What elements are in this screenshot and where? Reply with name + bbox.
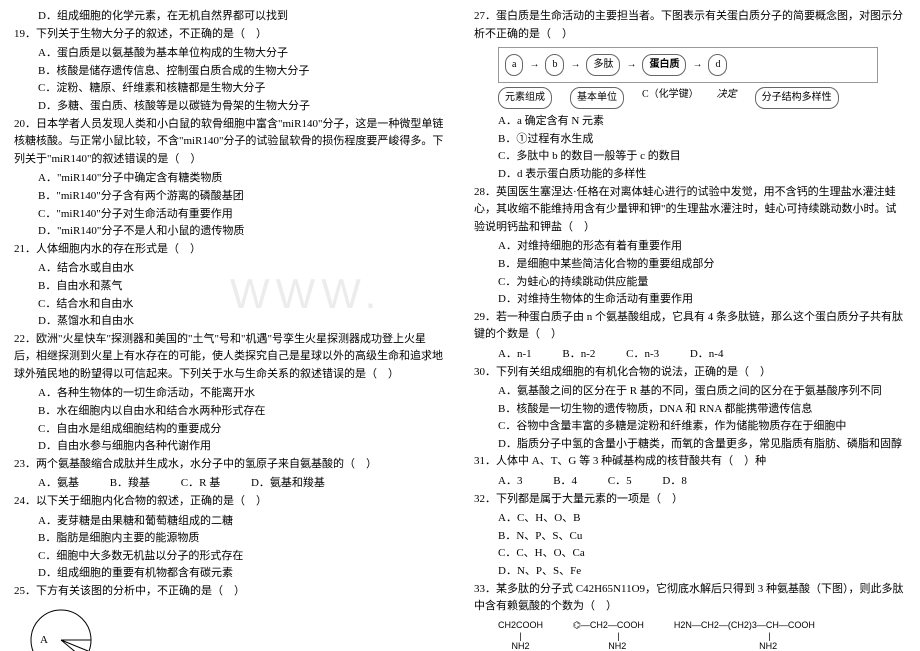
q22-a: A．各种生物体的一切生命活动，不能离开水 xyxy=(14,385,446,403)
q29: 29．若一种蛋白质子由 n 个氨基酸组成，它具有 4 条多肽链，那么这个蛋白质分… xyxy=(474,309,906,344)
arrow-icon: → xyxy=(570,57,580,73)
left-column: D．组成细胞的化学元素，在无机自然界都可以找到 19．下列关于生物大分子的叙述，… xyxy=(0,0,460,651)
sub-bond: C（化学键） xyxy=(642,87,699,109)
q27: 27．蛋白质是生命活动的主要担当者。下图表示有关蛋白质分子的简要概念图，对图示分… xyxy=(474,8,906,43)
amino-diagram: CH2COOH | NH2 甘氨酸 ⌬—CH2—COOH | NH2 苯丙氨酸 … xyxy=(498,620,906,651)
gly-formula: CH2COOH | NH2 xyxy=(498,620,543,651)
q27-c: C．多肽中 b 的数目一般等于 c 的数目 xyxy=(474,148,906,166)
q21-b: B．自由水和蒸气 xyxy=(14,278,446,296)
q21: 21．人体细胞内水的存在形式是（ ） xyxy=(14,241,446,259)
q23-c: C．R 基 xyxy=(181,475,220,493)
q31-c: C．5 xyxy=(608,473,632,491)
q30-a: A．氨基酸之间的区分在于 R 基的不同，蛋白质之间的区分在于氨基酸序列不同 xyxy=(474,383,906,401)
q20-d: D．"miR140"分子不是人和小鼠的遗传物质 xyxy=(14,223,446,241)
glycine: CH2COOH | NH2 甘氨酸 xyxy=(498,620,543,651)
q24-d: D．组成细胞的重要有机物都含有碳元素 xyxy=(14,565,446,583)
q29-a: A．n-1 xyxy=(498,346,532,364)
q25: 25．下方有关该图的分析中，不正确的是（ ） xyxy=(14,583,446,601)
q30: 30．下列有关组成细胞的有机化合物的说法，正确的是（ ） xyxy=(474,364,906,382)
q21-d: D．蒸馏水和自由水 xyxy=(14,313,446,331)
q20-b: B．"miR140"分子含有两个游离的磷酸基团 xyxy=(14,188,446,206)
q28: 28．英国医生塞涅达·任格在对离体蛙心进行的试验中发觉，用不含钙的生理盐水灌注蛙… xyxy=(474,184,906,237)
q23-b: B．羧基 xyxy=(110,475,150,493)
q22-c: C．自由水是组成细胞结构的重要成分 xyxy=(14,421,446,439)
q19-a: A．蛋白质是以氨基酸为基本单位构成的生物大分子 xyxy=(14,45,446,63)
q20: 20．日本学者人员发现人类和小白鼠的软骨细胞中富含"miR140"分子，这是一种… xyxy=(14,116,446,169)
q31-b: B．4 xyxy=(553,473,577,491)
q30-c: C．谷物中含量丰富的多糖是淀粉和纤维素，作为储能物质存在于细胞中 xyxy=(474,418,906,436)
q27-b: B．①过程有水生成 xyxy=(474,131,906,149)
q29-d: D．n-4 xyxy=(690,346,724,364)
q19-d: D．多糖、蛋白质、核酸等是以碳链为骨架的生物大分子 xyxy=(14,98,446,116)
q32: 32．下列都是属于大量元素的一项是（ ） xyxy=(474,491,906,509)
q28-d: D．对维持生物体的生命活动有重要作用 xyxy=(474,291,906,309)
q32-a: A．C、H、O、B xyxy=(474,510,906,528)
q28-c: C．为蛙心的持续跳动供应能量 xyxy=(474,274,906,292)
node-b: b xyxy=(545,54,564,76)
q29-opts: A．n-1 B．n-2 C．n-3 D．n-4 xyxy=(474,346,906,364)
q19-c: C．淀粉、糖原、纤维素和核糖都是生物大分子 xyxy=(14,80,446,98)
pie-label: A xyxy=(40,634,48,646)
node-d: d xyxy=(708,54,727,76)
q29-c: C．n-3 xyxy=(626,346,659,364)
pie-chart: A xyxy=(26,605,446,651)
q19: 19．下列关于生物大分子的叙述，不正确的是（ ） xyxy=(14,26,446,44)
q22-b: B．水在细胞内以自由水和结合水两种形式存在 xyxy=(14,403,446,421)
q33: 33．某多肽的分子式 C42H65N11O9，它彻底水解后只得到 3 种氨基酸（… xyxy=(474,581,906,616)
q27-d: D．d 表示蛋白质功能的多样性 xyxy=(474,166,906,184)
q24-a: A．麦芽糖是由果糖和葡萄糖组成的二糖 xyxy=(14,513,446,531)
arrow-icon: → xyxy=(692,57,702,73)
q32-d: D．N、P、S、Fe xyxy=(474,563,906,581)
q29-b: B．n-2 xyxy=(562,346,595,364)
q24-b: B．脂肪是细胞内主要的能源物质 xyxy=(14,530,446,548)
q21-a: A．结合水或自由水 xyxy=(14,260,446,278)
q30-d: D．脂质分子中氢的含量小于糖类，而氧的含量更多，常见脂质有脂肪、磷脂和固醇 xyxy=(474,436,906,454)
q28-a: A．对维持细胞的形态有着有重要作用 xyxy=(474,238,906,256)
q20-c: C．"miR140"分子对生命活动有重要作用 xyxy=(14,206,446,224)
q24-c: C．细胞中大多数无机盐以分子的形式存在 xyxy=(14,548,446,566)
q31: 31．人体中 A、T、G 等 3 种碱基构成的核苷酸共有（ ）种 xyxy=(474,453,906,471)
q31-a: A．3 xyxy=(498,473,522,491)
q23-a: A．氨基 xyxy=(38,475,79,493)
q23: 23．两个氨基酸缩合成肽并生成水，水分子中的氢原子来自氨基酸的（ ） xyxy=(14,456,446,474)
concept-diagram: a → b → 多肽 → 蛋白质 → d xyxy=(498,47,878,83)
q24: 24．以下关于细胞内化合物的叙述，正确的是（ ） xyxy=(14,493,446,511)
q18-d: D．组成细胞的化学元素，在无机自然界都可以找到 xyxy=(14,8,446,26)
lys-formula: H2N—CH2—(CH2)3—CH—COOH | NH2 xyxy=(674,620,815,651)
q19-b: B．核酸是储存遗传信息、控制蛋白质合成的生物大分子 xyxy=(14,63,446,81)
q31-d: D．8 xyxy=(662,473,686,491)
q23-d: D．氨基和羧基 xyxy=(251,475,325,493)
lysine: H2N—CH2—(CH2)3—CH—COOH | NH2 赖氨酸 xyxy=(674,620,815,651)
q32-b: B．N、P、S、Cu xyxy=(474,528,906,546)
q21-c: C．结合水和自由水 xyxy=(14,296,446,314)
q32-c: C．C、H、O、Ca xyxy=(474,545,906,563)
phe-formula: ⌬—CH2—COOH | NH2 xyxy=(573,620,644,651)
q31-opts: A．3 B．4 C．5 D．8 xyxy=(474,473,906,491)
sub-diversity: 分子结构多样性 xyxy=(755,87,839,109)
right-column: 27．蛋白质是生命活动的主要担当者。下图表示有关蛋白质分子的简要概念图，对图示分… xyxy=(460,0,920,651)
phenylalanine: ⌬—CH2—COOH | NH2 苯丙氨酸 xyxy=(573,620,644,651)
q30-b: B．核酸是一切生物的遗传物质，DNA 和 RNA 都能携带遗传信息 xyxy=(474,401,906,419)
diagram-sublabels: 元素组成 基本单位 C（化学键） 决定 分子结构多样性 xyxy=(498,87,906,109)
node-protein: 蛋白质 xyxy=(642,54,686,76)
sub-unit: 基本单位 xyxy=(570,87,624,109)
node-peptide: 多肽 xyxy=(586,54,620,76)
sub-element: 元素组成 xyxy=(498,87,552,109)
q22: 22．欧洲"火星快车"探测器和美国的"土气"号和"机遇"号孪生火星探测器成功登上… xyxy=(14,331,446,384)
arrow-icon: → xyxy=(626,57,636,73)
q27-a: A．a 确定含有 N 元素 xyxy=(474,113,906,131)
q28-b: B．是细胞中某些简洁化合物的重要组成部分 xyxy=(474,256,906,274)
q23-opts: A．氨基 B．羧基 C．R 基 D．氨基和羧基 xyxy=(14,475,446,493)
q20-a: A．"miR140"分子中确定含有糖类物质 xyxy=(14,170,446,188)
sub-decide: 决定 xyxy=(717,87,737,109)
node-a: a xyxy=(505,54,523,76)
arrow-icon: → xyxy=(529,57,539,73)
q22-d: D．自由水参与细胞内各种代谢作用 xyxy=(14,438,446,456)
